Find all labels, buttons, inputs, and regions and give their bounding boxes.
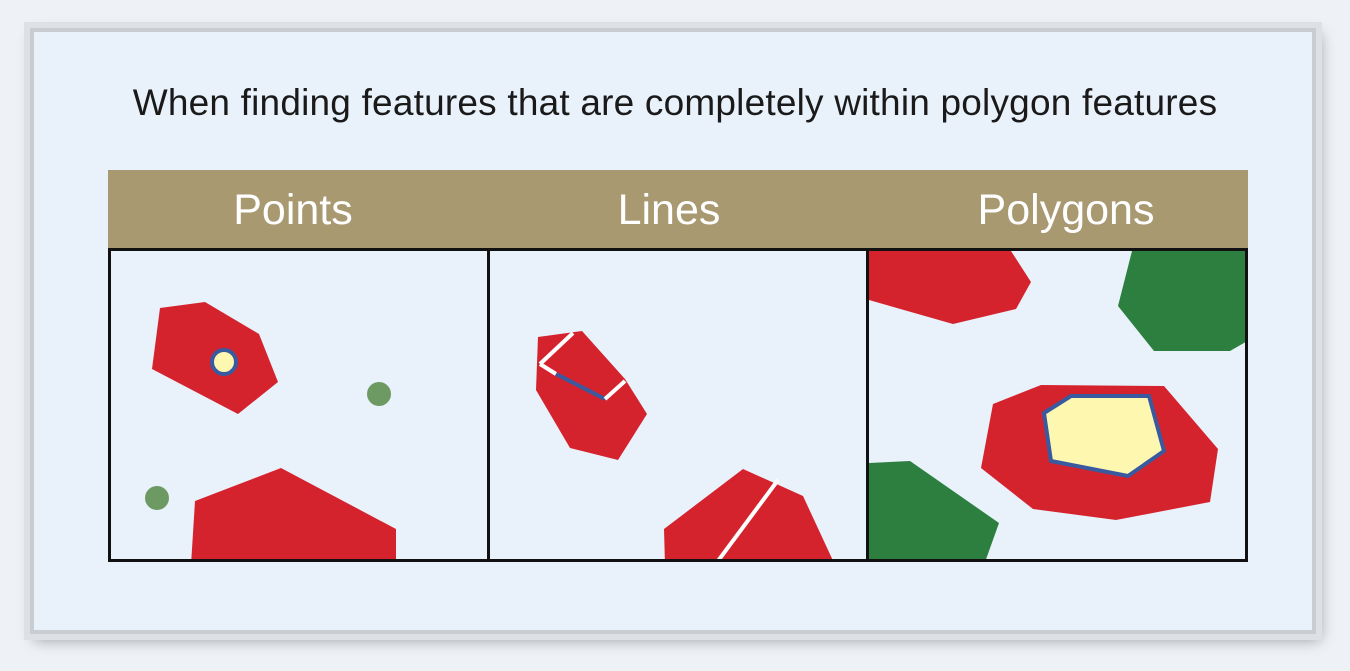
red-polygon xyxy=(536,331,647,460)
panel-label-polygons: Polygons xyxy=(977,186,1155,234)
green-point xyxy=(367,382,391,406)
selected-point xyxy=(210,348,238,376)
header-band xyxy=(108,170,1248,248)
lines-diagram xyxy=(536,331,833,559)
selected-line xyxy=(555,372,606,401)
red-polygon xyxy=(664,469,833,559)
panel-polygons xyxy=(866,248,1248,562)
selected-polygon xyxy=(1041,394,1167,479)
white-line xyxy=(538,331,575,366)
white-line xyxy=(603,379,627,401)
figure-title: When finding features that are completel… xyxy=(132,82,1218,123)
red-polygon xyxy=(191,468,396,559)
points-diagram xyxy=(145,302,396,559)
polygons-diagram xyxy=(869,251,1245,559)
white-line xyxy=(538,362,558,376)
green-point xyxy=(145,486,169,510)
panel-lines xyxy=(487,248,869,562)
green-polygon xyxy=(1118,251,1245,351)
green-polygon xyxy=(869,461,999,559)
white-line xyxy=(716,478,780,559)
panel-label-lines: Lines xyxy=(617,186,721,234)
panel-label-points: Points xyxy=(233,186,353,234)
red-polygon xyxy=(869,251,1031,324)
panel-points xyxy=(108,248,490,562)
